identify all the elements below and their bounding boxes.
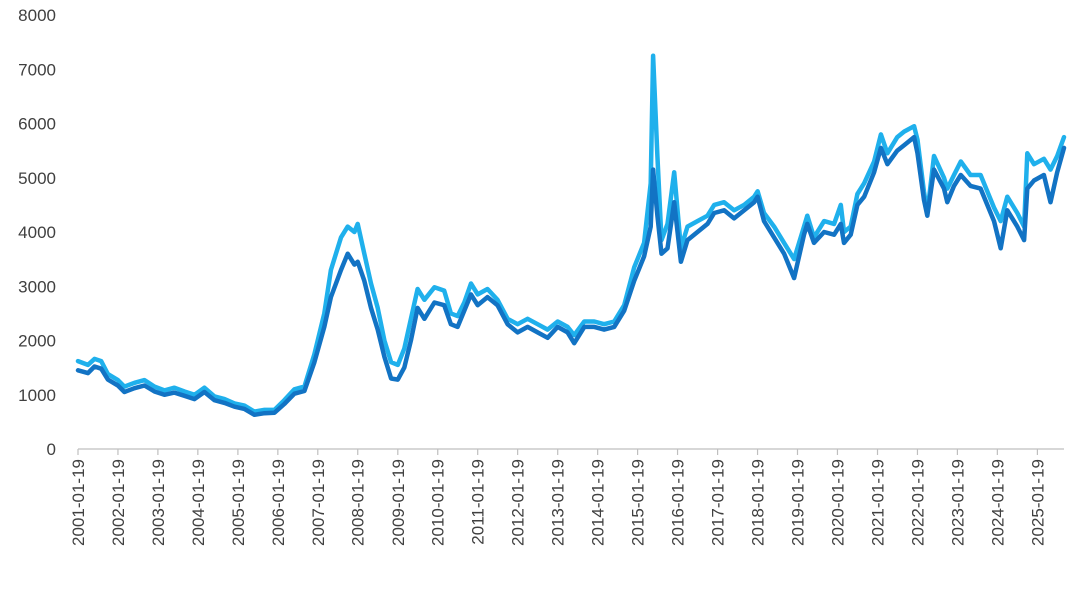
x-tick-label: 2002-01-19	[109, 459, 128, 546]
x-tick-label: 2024-01-19	[988, 459, 1007, 546]
x-tick-label: 2025-01-19	[1028, 459, 1047, 546]
x-tick-label: 2008-01-19	[349, 459, 368, 546]
x-tick-label: 2011-01-19	[469, 459, 488, 545]
x-tick-label: 2019-01-19	[789, 459, 808, 546]
x-tick-label: 2015-01-19	[629, 459, 648, 546]
y-tick-label: 1000	[18, 386, 56, 405]
x-tick-label: 2010-01-19	[429, 459, 448, 546]
x-tick-label: 2021-01-19	[869, 459, 888, 546]
y-tick-label: 0	[47, 440, 56, 459]
x-tick-label: 2016-01-19	[669, 459, 688, 546]
y-tick-label: 6000	[18, 115, 56, 134]
x-tick-label: 2014-01-19	[589, 459, 608, 546]
x-tick-label: 2004-01-19	[189, 459, 208, 546]
x-tick-label: 2018-01-19	[749, 459, 768, 546]
y-tick-label: 4000	[18, 223, 56, 242]
x-tick-label: 2022-01-19	[909, 459, 928, 546]
x-tick-label: 2013-01-19	[549, 459, 568, 546]
y-tick-label: 2000	[18, 332, 56, 351]
x-tick-label: 2023-01-19	[948, 459, 967, 546]
x-tick-label: 2017-01-19	[709, 459, 728, 546]
x-tick-label: 2012-01-19	[509, 459, 528, 546]
y-tick-label: 8000	[18, 6, 56, 25]
y-tick-label: 7000	[18, 60, 56, 79]
y-tick-label: 3000	[18, 277, 56, 296]
x-tick-label: 2020-01-19	[828, 459, 847, 546]
series-layer	[75, 53, 1067, 418]
x-tick-label: 2005-01-19	[229, 459, 248, 546]
y-tick-label: 5000	[18, 169, 56, 188]
x-tick-label: 2007-01-19	[309, 459, 328, 546]
series-line-1	[75, 53, 1067, 414]
x-axis-ticks: 2001-01-19 2002-01-19 2003-01-19 2004-01-19…	[69, 449, 1047, 546]
x-tick-label: 2006-01-19	[269, 459, 288, 546]
x-tick-label: 2003-01-19	[149, 459, 168, 546]
x-tick-label: 2009-01-19	[389, 459, 408, 546]
x-tick-label: 2001-01-19	[69, 459, 88, 546]
series-line-2	[75, 134, 1067, 418]
y-axis-ticks: 0 1000 2000 3000 4000 5000 6000 7000 8000	[18, 6, 56, 459]
